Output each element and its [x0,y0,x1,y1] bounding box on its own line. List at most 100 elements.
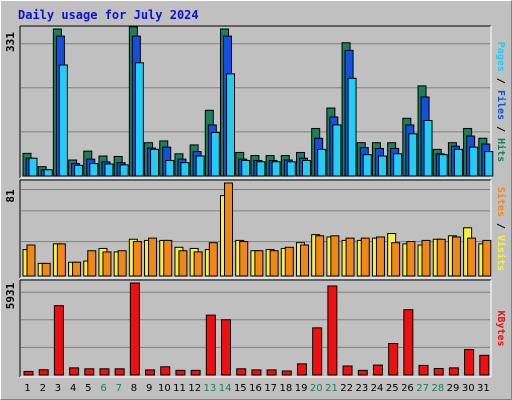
bar-kbytes [114,368,125,376]
bar-kbytes [281,370,292,376]
bar-kbytes [129,282,140,376]
x-tick-label: 5 [85,383,91,394]
x-tick-label: 16 [249,383,262,394]
x-tick-label: 10 [158,383,171,394]
x-tick-label: 11 [173,383,186,394]
bar-sites [467,237,477,277]
x-tick-label: 17 [264,383,277,394]
bar-pages [362,154,372,177]
bar-kbytes [190,369,201,376]
bar-pages [469,146,479,177]
series-legend-label: Pages / Files / Hits [495,42,507,162]
y-max-label: 331 [4,32,17,52]
bar-kbytes [84,368,95,376]
bar-kbytes [266,369,277,376]
x-tick-label: 23 [355,383,368,394]
x-tick-label: 8 [131,383,137,394]
bar-pages [377,155,387,177]
x-tick-label: 3 [55,383,61,394]
x-tick-label: 2 [40,383,46,394]
bar-sites [482,239,492,277]
bar-sites [391,242,401,277]
bar-sites [178,250,188,277]
bar-kbytes [23,370,34,376]
bar-kbytes [479,354,490,376]
x-tick-label: 18 [280,383,293,394]
x-tick-label: 21 [325,383,338,394]
x-tick-label: 15 [234,383,247,394]
bar-sites [421,239,431,277]
bar-kbytes [448,367,459,376]
panel-kbytes [20,280,491,377]
bar-kbytes [312,327,323,376]
bar-pages [271,161,281,177]
bar-sites [26,244,36,277]
bar-kbytes [145,369,156,376]
bar-kbytes [38,369,49,376]
bar-pages [43,169,53,177]
bar-kbytes [69,367,80,376]
x-tick-label: 14 [219,383,232,394]
bar-pages [241,159,251,177]
bar-kbytes [160,366,171,376]
bar-sites [360,237,370,277]
x-tick-label: 12 [188,383,201,394]
bar-pages [453,148,463,177]
bar-sites [269,250,279,277]
bar-kbytes [418,364,429,376]
bar-pages [28,157,38,177]
x-tick-label: 6 [100,383,106,394]
x-tick-label: 28 [431,383,444,394]
x-tick-label: 22 [340,383,353,394]
bar-sites [224,182,234,277]
bar-pages [408,133,418,177]
bar-sites [148,237,158,277]
bar-kbytes [236,368,247,376]
bar-kbytes [403,309,414,376]
bar-kbytes [99,368,110,376]
bar-sites [163,239,173,277]
y-max-label: 81 [4,189,17,203]
bar-kbytes [251,369,262,376]
bar-pages [150,148,160,177]
bar-pages [180,162,190,177]
bar-pages [89,163,99,177]
x-tick-label: 13 [204,383,217,394]
bar-kbytes [327,285,338,376]
x-tick-label: 26 [401,383,414,394]
bar-pages [301,159,311,177]
bar-pages [210,131,220,177]
bar-sites [315,235,325,277]
bar-pages [347,77,357,177]
bar-pages [58,64,68,177]
bar-pages [119,164,129,177]
x-tick-label: 4 [70,383,76,394]
bar-kbytes [433,367,444,376]
bar-kbytes [296,363,307,376]
bar-sites [102,251,112,277]
bar-pages [134,62,144,177]
bar-kbytes [53,305,64,376]
bar-sites [284,246,294,277]
series-legend-label: KBytes [495,310,506,346]
x-tick-label: 20 [310,383,323,394]
x-tick-label: 25 [386,383,399,394]
bar-sites [345,237,355,277]
bar-pages [104,163,114,177]
bar-sites [132,241,142,277]
x-tick-label: 29 [447,383,460,394]
bar-kbytes [372,364,383,376]
bar-kbytes [464,349,475,376]
x-tick-label: 27 [416,383,429,394]
bar-sites [254,250,264,277]
chart-title: Daily usage for July 2024 [18,8,199,22]
x-tick-label: 31 [477,383,490,394]
bar-sites [56,243,66,277]
x-tick-label: 9 [146,383,152,394]
bar-pages [256,161,266,177]
bar-pages [165,159,175,177]
bar-pages [332,124,342,177]
bar-pages [393,153,403,177]
bar-pages [226,73,236,177]
